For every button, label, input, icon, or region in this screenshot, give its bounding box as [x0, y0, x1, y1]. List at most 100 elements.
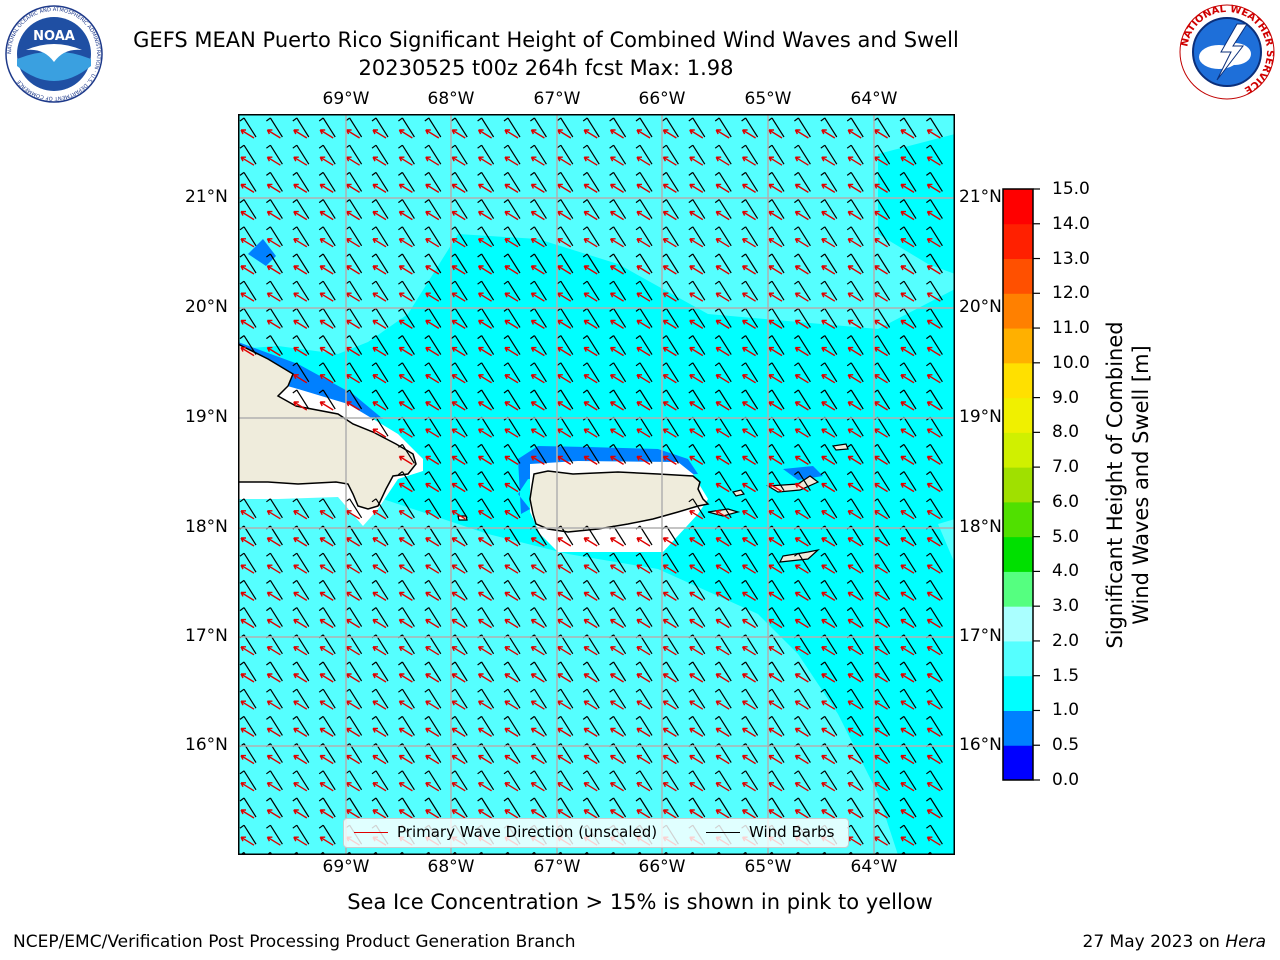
wave-direction-arrow	[926, 401, 941, 411]
wind-barb	[424, 117, 442, 138]
wave-direction-arrow	[425, 727, 440, 737]
wave-direction-arrow	[345, 537, 360, 547]
wind-barb	[899, 552, 917, 573]
wind-barb	[714, 797, 732, 818]
wave-direction-arrow	[477, 591, 492, 601]
wind-barb	[714, 171, 732, 192]
wave-direction-arrow	[609, 673, 624, 683]
wave-direction-arrow	[345, 129, 360, 139]
wave-direction-arrow	[741, 510, 756, 520]
wave-direction-arrow	[583, 673, 598, 683]
wave-direction-arrow	[266, 564, 281, 574]
footer-host: Hera	[1225, 932, 1266, 952]
wind-barb	[794, 688, 811, 709]
wave-direction-arrow	[530, 782, 545, 792]
wave-direction-arrow	[425, 210, 440, 221]
wave-direction-arrow	[847, 537, 862, 547]
wind-barb	[424, 688, 442, 709]
wind-barb	[582, 688, 600, 709]
footer-branch: NCEP/EMC/Verification Post Processing Pr…	[13, 932, 576, 952]
wave-direction-arrow	[821, 428, 836, 438]
wave-direction-arrow	[741, 319, 756, 329]
wave-direction-arrow	[847, 700, 862, 710]
wind-barb	[477, 607, 495, 627]
wave-direction-arrow	[240, 292, 255, 302]
colorbar-band	[1003, 571, 1033, 607]
wind-barb	[794, 280, 811, 301]
wind-barb	[820, 607, 838, 627]
shallow-band-mona	[248, 239, 276, 266]
wave-direction-arrow	[873, 782, 888, 792]
lat-label-right: 17°N	[959, 626, 1002, 646]
wave-direction-arrow	[689, 673, 704, 683]
wave-direction-arrow	[557, 319, 572, 329]
wind-barb	[688, 579, 706, 600]
wave-direction-arrow	[451, 346, 466, 357]
wave-direction-arrow	[504, 156, 519, 166]
wave-direction-arrow	[293, 129, 308, 139]
wind-barb	[398, 335, 415, 355]
wind-barb	[398, 144, 415, 165]
wind-barb	[794, 471, 811, 491]
wave-direction-arrow	[900, 646, 915, 656]
lon-label-top: 68°W	[427, 89, 475, 109]
wave-direction-arrow	[345, 646, 360, 656]
wave-direction-arrow	[583, 292, 598, 302]
wind-barb	[424, 144, 442, 165]
wave-direction-arrow	[530, 673, 545, 683]
wind-barb	[398, 362, 415, 383]
wind-barb	[635, 443, 653, 464]
wind-barb	[794, 171, 811, 192]
wind-barb	[477, 471, 495, 491]
wave-direction-arrow	[425, 129, 440, 139]
wave-direction-arrow	[372, 238, 387, 248]
wave-direction-arrow	[609, 809, 624, 819]
wave-direction-arrow	[477, 346, 492, 357]
wind-barb	[846, 552, 864, 573]
wave-direction-arrow	[741, 482, 756, 493]
colorbar-label-line1: Significant Height of Combined	[1103, 321, 1127, 649]
wind-barb	[450, 199, 468, 219]
wind-barb	[846, 715, 864, 736]
wind-barb	[582, 307, 600, 328]
wave-direction-arrow	[821, 809, 836, 819]
wave-direction-arrow	[794, 210, 809, 221]
wave-direction-arrow	[504, 319, 519, 329]
wind-barb	[503, 443, 521, 464]
wave-direction-arrow	[477, 265, 492, 275]
wave-direction-arrow	[873, 129, 888, 139]
wind-barb	[926, 443, 943, 464]
wind-barb	[662, 253, 679, 274]
wave-direction-arrow	[689, 646, 704, 656]
wave-direction-arrow	[425, 183, 440, 193]
wind-barb	[239, 253, 257, 274]
wave-direction-arrow	[926, 455, 941, 465]
wave-direction-arrow	[451, 210, 466, 221]
wave-direction-arrow	[266, 809, 281, 819]
wave-direction-arrow	[319, 836, 334, 846]
wave-direction-arrow	[662, 156, 677, 166]
wind-barb	[609, 280, 627, 301]
wave-direction-arrow	[477, 754, 492, 765]
wave-direction-arrow	[504, 591, 519, 601]
wind-barb	[741, 579, 759, 600]
wave-direction-arrow	[425, 591, 440, 601]
wave-direction-arrow	[636, 238, 651, 248]
wave-direction-arrow	[530, 727, 545, 737]
wind-barb	[477, 715, 495, 736]
wind-barb	[899, 362, 917, 383]
wave-direction-arrow	[398, 564, 413, 574]
wave-direction-arrow	[662, 401, 677, 411]
wind-barb	[582, 715, 600, 736]
wind-barb	[714, 688, 732, 709]
wave-direction-arrow	[847, 591, 862, 601]
wave-direction-arrow	[398, 673, 413, 683]
wind-barb	[530, 171, 547, 192]
wind-barb	[609, 199, 627, 219]
wind-barb	[582, 335, 600, 355]
wind-barb	[239, 824, 257, 845]
wave-direction-arrow	[847, 129, 862, 139]
wave-direction-arrow	[715, 183, 730, 193]
wind-barb	[609, 688, 627, 709]
wind-barb	[926, 824, 943, 845]
